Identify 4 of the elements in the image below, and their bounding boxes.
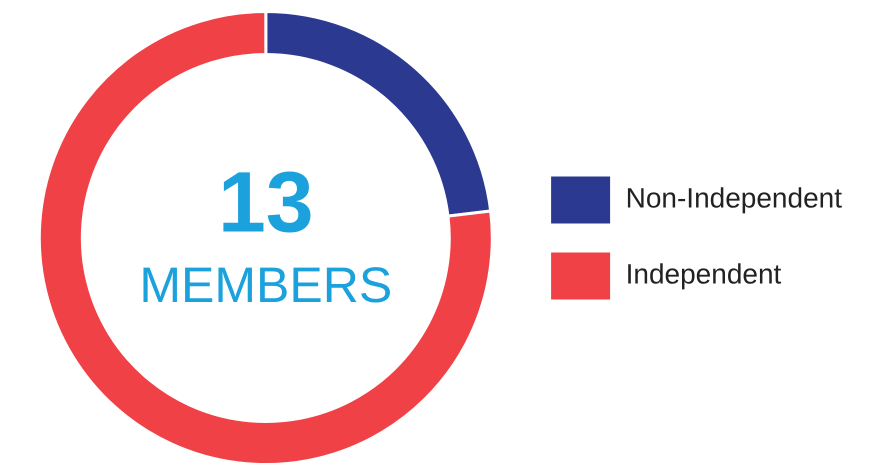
text: 13 (218, 154, 314, 251)
text: MEMBERS (139, 256, 392, 313)
legend-label: Independent (626, 258, 782, 290)
legend-label: Non-Independent (626, 182, 842, 214)
